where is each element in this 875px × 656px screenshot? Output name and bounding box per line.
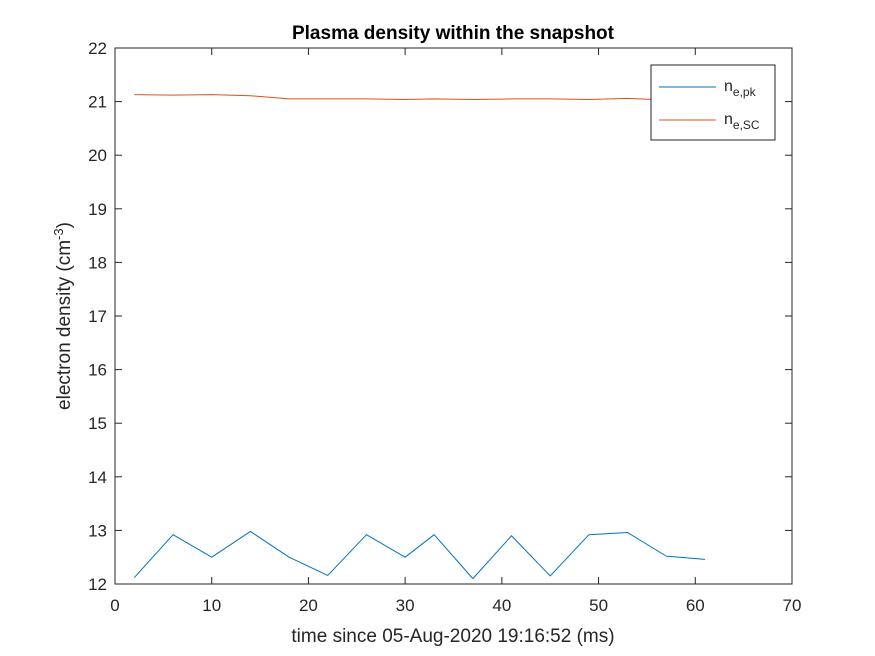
series-line-ne-sc [134,94,705,101]
legend-label-ne-pk: ne,pk [724,78,757,99]
x-tick-label: 40 [492,596,511,615]
y-tick-label: 15 [88,414,107,433]
y-axis-label-superscript: -3 [51,228,66,240]
x-tick-label: 20 [299,596,318,615]
series-line-ne-pk [133,530,706,580]
x-axis-label: time since 05-Aug-2020 19:16:52 (ms) [291,626,614,647]
x-tick-label: 30 [396,596,415,615]
y-tick-label: 20 [88,146,107,165]
x-tick-label: 0 [110,596,119,615]
legend-box [650,64,776,141]
series-layer [133,94,706,580]
y-axis-label-close: ) [54,222,75,228]
y-axis-label-main: electron density (cm [54,240,75,410]
y-tick-label: 22 [88,39,107,58]
x-tick-label: 70 [783,596,802,615]
y-tick-label: 19 [88,200,107,219]
x-tick-label: 10 [202,596,221,615]
y-axis-label: electron density (cm-3) [51,222,75,410]
y-tick-label: 13 [88,521,107,540]
x-tick-label: 50 [589,596,608,615]
legend-label-ne-sc: ne,SC [724,111,760,132]
y-tick-label: 14 [88,468,107,487]
y-tick-label: 12 [88,575,107,594]
x-tick-label: 60 [686,596,705,615]
y-tick-label: 17 [88,307,107,326]
y-tick-label: 21 [88,93,107,112]
legend: ne,pk ne,SC [650,64,776,141]
chart-title: Plasma density within the snapshot [292,23,615,44]
y-tick-label: 16 [88,361,107,380]
y-axis-ticks: 12 13 14 15 16 17 18 19 20 21 22 [88,39,792,594]
y-tick-label: 18 [88,253,107,272]
x-axis-ticks: 0 10 20 30 40 50 60 70 [110,48,801,615]
